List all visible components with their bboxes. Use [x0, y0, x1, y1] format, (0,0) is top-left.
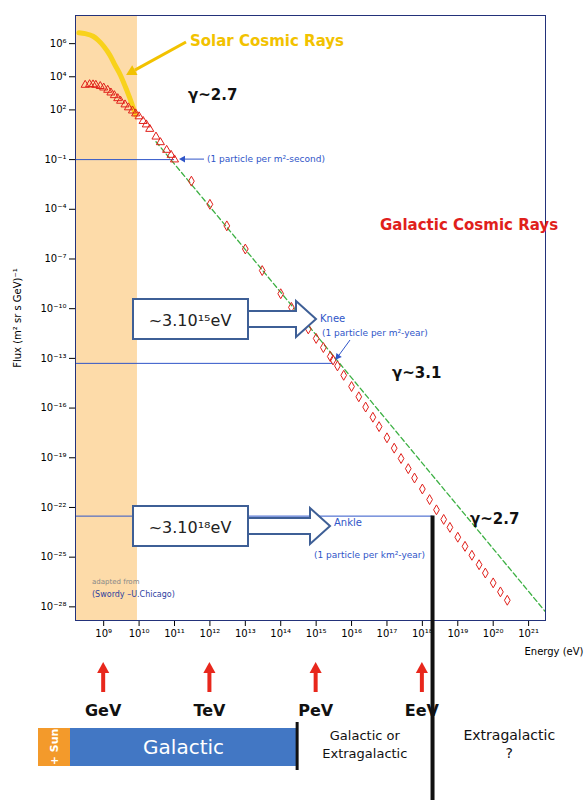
svg-text:10²: 10²: [50, 104, 67, 115]
svg-text:+ Sun: + Sun: [48, 729, 61, 766]
svg-text:10⁹: 10⁹: [95, 628, 112, 639]
svg-text:10⁻²⁵: 10⁻²⁵: [40, 551, 66, 562]
svg-text:(1 particle per m²-year): (1 particle per m²-year): [322, 328, 428, 338]
svg-text:Galactic or: Galactic or: [330, 728, 401, 743]
svg-text:10²⁰: 10²⁰: [483, 628, 504, 639]
svg-text:Knee: Knee: [320, 313, 345, 324]
svg-text:10¹⁵: 10¹⁵: [306, 628, 327, 639]
svg-text:Solar Cosmic Rays: Solar Cosmic Rays: [190, 32, 344, 50]
svg-text:γ~3.1: γ~3.1: [392, 364, 441, 382]
svg-text:10⁻⁴: 10⁻⁴: [44, 203, 66, 214]
svg-text:10⁻²²: 10⁻²²: [40, 502, 66, 513]
svg-text:Energy (eV): Energy (eV): [525, 646, 584, 657]
svg-text:10¹⁹: 10¹⁹: [447, 628, 468, 639]
svg-text:10⁶: 10⁶: [50, 38, 67, 49]
svg-text:10¹¹: 10¹¹: [164, 628, 185, 639]
svg-text:10¹⁴: 10¹⁴: [270, 628, 291, 639]
svg-text:10⁻¹³: 10⁻¹³: [40, 353, 66, 364]
svg-text:Galactic: Galactic: [143, 735, 224, 759]
svg-text:10⁴: 10⁴: [50, 71, 67, 82]
svg-text:10⁻⁷: 10⁻⁷: [44, 253, 66, 264]
svg-text:γ~2.7: γ~2.7: [188, 86, 237, 104]
svg-text:γ~2.7: γ~2.7: [470, 510, 519, 528]
svg-text:EeV: EeV: [404, 701, 439, 720]
svg-text:10⁻¹: 10⁻¹: [44, 154, 66, 165]
svg-text:PeV: PeV: [298, 701, 334, 720]
svg-text:TeV: TeV: [193, 701, 226, 720]
svg-text:Flux (m² sr s GeV)⁻¹: Flux (m² sr s GeV)⁻¹: [12, 268, 23, 368]
svg-text:Extragalactic: Extragalactic: [463, 727, 555, 743]
svg-text:10¹⁰: 10¹⁰: [129, 628, 150, 639]
svg-text:Extragalactic: Extragalactic: [322, 746, 407, 761]
svg-text:Ankle: Ankle: [334, 517, 362, 528]
svg-text:(1 particle per km²-year): (1 particle per km²-year): [314, 550, 425, 560]
svg-text:10²¹: 10²¹: [518, 628, 539, 639]
svg-text:~3.10¹⁵eV: ~3.10¹⁵eV: [149, 311, 232, 330]
svg-text:(1 particle per m²-second): (1 particle per m²-second): [207, 154, 325, 164]
svg-text:10¹⁶: 10¹⁶: [341, 628, 362, 639]
svg-text:10⁻¹⁶: 10⁻¹⁶: [40, 402, 66, 413]
svg-text:10¹⁷: 10¹⁷: [377, 628, 398, 639]
svg-text:GeV: GeV: [85, 701, 122, 720]
svg-text:~3.10¹⁸eV: ~3.10¹⁸eV: [149, 518, 232, 537]
svg-text:10¹⁸: 10¹⁸: [412, 628, 433, 639]
svg-text:10¹³: 10¹³: [235, 628, 256, 639]
svg-text:?: ?: [506, 745, 513, 761]
svg-text:(Swordy –U.Chicago): (Swordy –U.Chicago): [92, 590, 175, 599]
svg-text:10⁻²⁸: 10⁻²⁸: [40, 601, 66, 612]
svg-text:Galactic Cosmic Rays: Galactic Cosmic Rays: [380, 216, 558, 234]
svg-text:10⁻¹⁹: 10⁻¹⁹: [40, 452, 66, 463]
svg-text:10⁻¹⁰: 10⁻¹⁰: [40, 303, 66, 314]
svg-text:adapted from: adapted from: [92, 578, 140, 586]
svg-text:10¹²: 10¹²: [200, 628, 221, 639]
